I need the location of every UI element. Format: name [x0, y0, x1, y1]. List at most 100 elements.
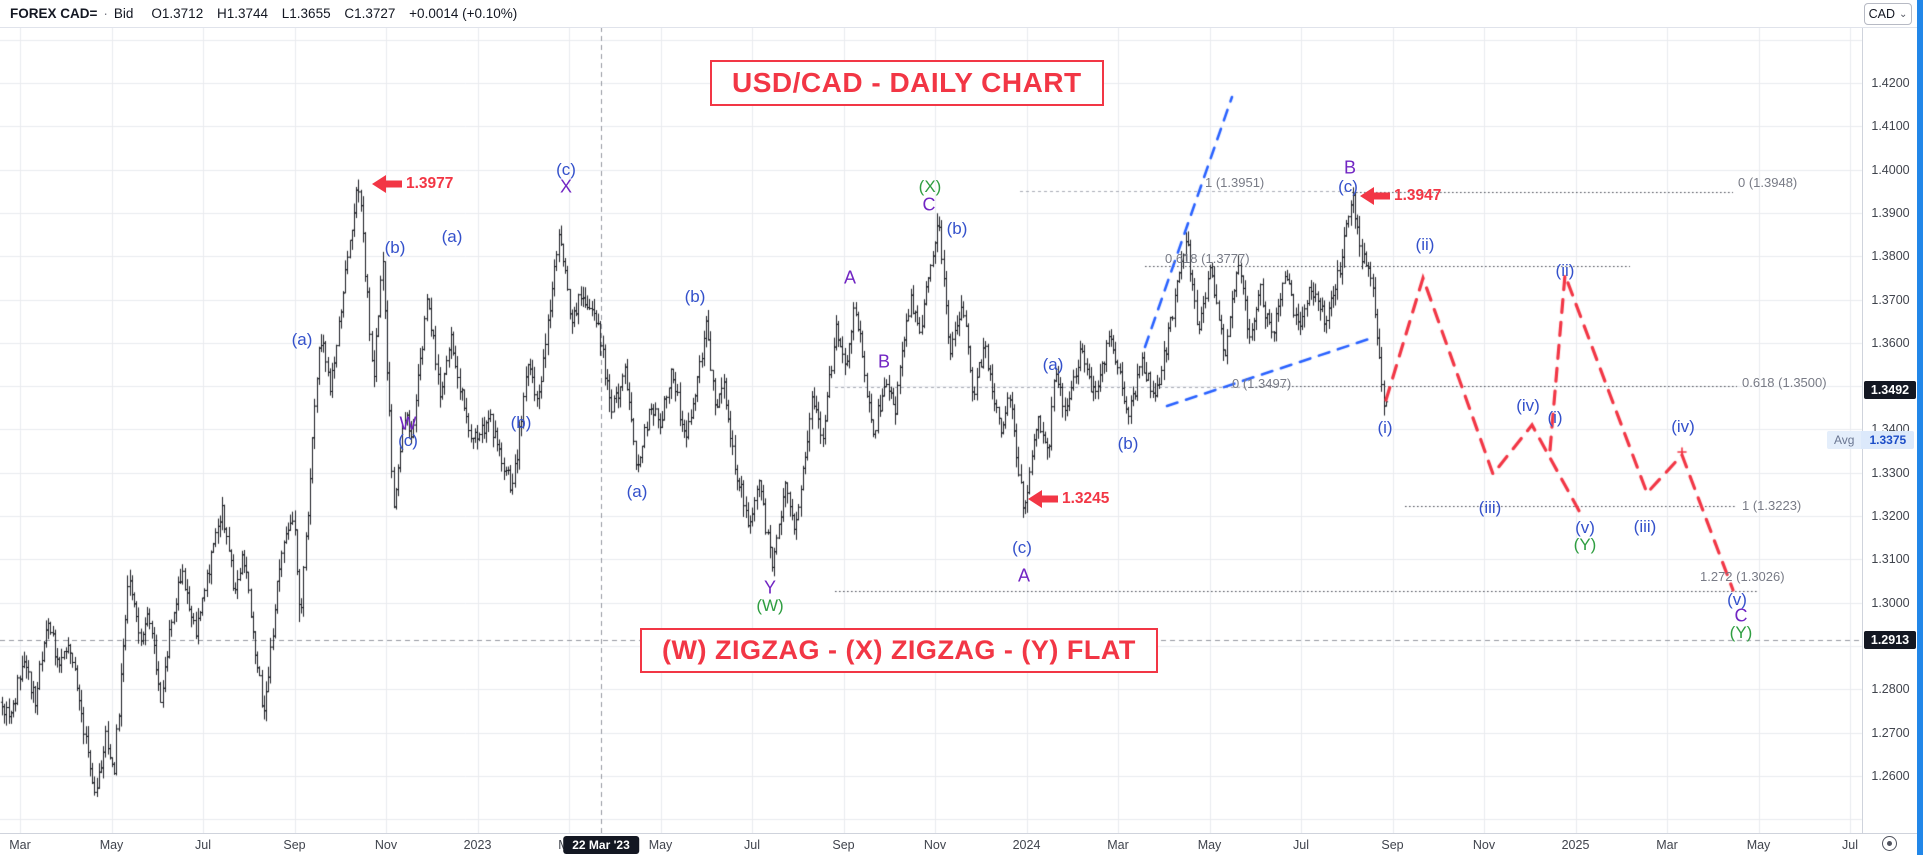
window-edge-accent	[1917, 0, 1923, 855]
wave-label-a: (a)	[1042, 355, 1064, 374]
time-axis-tick: Sep	[832, 838, 855, 852]
symbol-info-bar: FOREX CAD= · Bid O1.3712 H1.3744 L1.3655…	[0, 0, 1923, 28]
fib-level-label: 0 (1.3948)	[1738, 175, 1798, 190]
wave-label-c: (c)	[1012, 538, 1032, 557]
price-axis-tick: 1.3300	[1871, 465, 1910, 480]
wave-label-x: X	[559, 176, 573, 197]
wave-label-c: (c)	[1338, 177, 1358, 196]
time-axis[interactable]: Mar May Jul Sep Nov 2023 Mar May Jul Sep Nov 2024 Ma…	[0, 833, 1923, 855]
wave-label-ii: (ii)	[1415, 235, 1435, 254]
time-axis-tick: 2025	[1561, 838, 1590, 852]
wave-label-c: C	[922, 194, 936, 215]
wave-label-a: A	[843, 267, 857, 288]
left-arrow-icon	[1360, 187, 1390, 205]
time-axis-tick: Mar	[1656, 838, 1678, 852]
time-axis-tick: Nov	[1472, 838, 1496, 852]
time-axis-tick: Jul	[744, 838, 760, 852]
time-axis-tick: Sep	[1381, 838, 1404, 852]
wave-label-c: C	[1734, 605, 1748, 626]
price-level-arrow: 1.3977	[372, 175, 453, 193]
time-axis-tick: May	[1746, 838, 1771, 852]
fib-level-label: 0.618 (1.3777)	[1165, 251, 1250, 266]
wave-label-b: (b)	[510, 413, 532, 432]
price-axis-tick: 1.2800	[1871, 682, 1910, 697]
crosshair-date-badge: 22 Mar '23	[563, 836, 639, 854]
chevron-down-icon: ⌄	[1899, 8, 1908, 20]
price-axis-tick: 1.3200	[1871, 509, 1910, 523]
price-axis-tick: 1.4000	[1871, 162, 1910, 177]
wave-label-y: Y	[763, 577, 777, 598]
price-level-arrow: 1.3245	[1028, 490, 1109, 508]
price-axis[interactable]: 1.4200 1.4100 1.4000 1.3900 1.3800 1.3700 1.36…	[1862, 28, 1918, 833]
wave-label-iii: (iii)	[1633, 517, 1657, 536]
wave-label-w: (W)	[756, 596, 784, 615]
price-level-value: 1.3947	[1394, 187, 1442, 204]
price-axis-tick: 1.3700	[1871, 292, 1910, 307]
price-axis-tick: 1.2700	[1871, 725, 1910, 740]
price-level-value: 1.3245	[1062, 490, 1110, 507]
price-field-bid[interactable]: Bid	[113, 6, 134, 21]
currency-label: CAD	[1868, 7, 1896, 21]
fib-level-label: 0.618 (1.3500)	[1742, 375, 1827, 390]
wave-label-a: A	[1017, 565, 1031, 586]
change-value: +0.0014 (+0.10%)	[409, 6, 518, 21]
wave-label-a: (a)	[626, 482, 648, 501]
time-axis-tick: Mar	[9, 838, 31, 852]
wave-label-v: (v)	[1575, 518, 1595, 537]
price-axis-tick: 1.2600	[1871, 768, 1910, 783]
avg-value: 1.3375	[1861, 431, 1915, 450]
ohlc-values: O1.3712 H1.3744 L1.3655 C1.3727 +0.0014 …	[151, 6, 527, 21]
fib-level-label: 1 (1.3951)	[1205, 175, 1265, 190]
wave-label-iv: (iv)	[1671, 417, 1695, 436]
close-value: C1.3727	[344, 6, 396, 21]
wave-label-c: (c)	[398, 431, 418, 450]
price-axis-tick: 1.3800	[1871, 249, 1910, 264]
price-level-arrow: 1.3947	[1360, 187, 1441, 205]
time-axis-tick: Jul	[1842, 838, 1858, 852]
low-value: L1.3655	[281, 6, 331, 21]
time-axis-tick: Nov	[374, 838, 398, 852]
price-badge-level: 1.2913	[1864, 631, 1916, 650]
wave-label-y: (Y)	[1573, 535, 1597, 554]
wave-label-i: (i)	[1547, 408, 1563, 427]
time-axis-tick: 2024	[1012, 838, 1041, 852]
time-axis-tick: Nov	[923, 838, 947, 852]
wave-label-a: (a)	[291, 330, 313, 349]
wave-label-c: (c)	[556, 160, 576, 179]
time-axis-tick: Jul	[195, 838, 211, 852]
wave-label-a: (a)	[441, 227, 463, 246]
wave-label-b: (b)	[384, 238, 406, 257]
price-axis-tick: 1.3900	[1871, 205, 1910, 220]
wave-label-b: (b)	[1117, 434, 1139, 453]
time-axis-tick: May	[648, 838, 673, 852]
wave-label-iv: (iv)	[1516, 396, 1540, 415]
currency-dropdown-button[interactable]: CAD ⌄	[1864, 3, 1912, 25]
time-axis-tick: Mar	[1107, 838, 1129, 852]
avg-price-badge: Avg 1.3375	[1827, 431, 1915, 450]
chart-title-box: USD/CAD - DAILY CHART	[710, 60, 1104, 106]
wave-label-ii: (ii)	[1555, 261, 1575, 280]
price-axis-tick: 1.3000	[1871, 595, 1910, 610]
pattern-label-box: (W) ZIGZAG - (X) ZIGZAG - (Y) FLAT	[640, 628, 1158, 673]
settings-icon[interactable]	[1882, 836, 1897, 851]
wave-label-w: W	[399, 413, 417, 434]
wave-label-x: (X)	[918, 177, 942, 196]
time-axis-tick: Jul	[1293, 838, 1309, 852]
wave-label-y: (Y)	[1729, 623, 1753, 642]
fib-level-label: 0 (1.3497)	[1232, 376, 1292, 391]
wave-label-b: B	[1343, 157, 1357, 178]
price-axis-tick: 1.3600	[1871, 335, 1910, 350]
time-axis-tick: May	[1197, 838, 1222, 852]
wave-label-b: (b)	[946, 219, 968, 238]
left-arrow-icon	[1028, 490, 1058, 508]
wave-label-b: (b)	[684, 287, 706, 306]
time-axis-tick: 2023	[463, 838, 492, 852]
time-axis-tick: Sep	[283, 838, 306, 852]
symbol-name[interactable]: FOREX CAD=	[10, 6, 98, 21]
wave-label-i: (i)	[1377, 418, 1393, 437]
wave-label-iii: (iii)	[1478, 498, 1502, 517]
fib-level-label: 1 (1.3223)	[1742, 498, 1802, 513]
wave-label-v: (v)	[1727, 590, 1747, 609]
